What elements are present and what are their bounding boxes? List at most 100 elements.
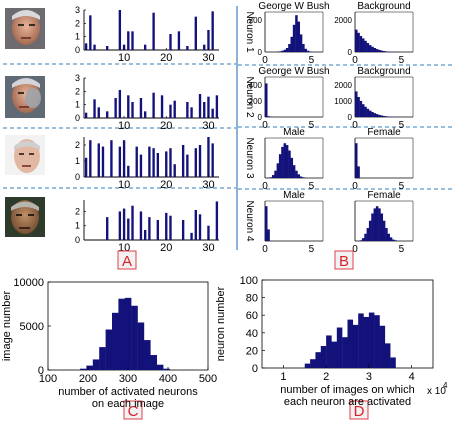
- bar: [127, 31, 130, 50]
- bar: [135, 146, 138, 177]
- x-tick-label: 10: [118, 52, 130, 64]
- y-tick-label: 60: [246, 310, 258, 322]
- bar: [368, 45, 372, 52]
- subplot-title: Female: [367, 127, 401, 138]
- bar: [358, 313, 364, 368]
- bar: [374, 315, 380, 368]
- hist-left: George W Bush 0 200 400 0 5: [249, 66, 330, 131]
- bar: [122, 208, 126, 240]
- x-tick-label: 5: [309, 181, 315, 192]
- bar: [387, 233, 390, 241]
- subplot-title: Female: [367, 190, 401, 201]
- bar: [355, 143, 358, 178]
- bar: [331, 341, 338, 368]
- bar: [382, 115, 386, 117]
- bar: [368, 312, 375, 368]
- x-tick-label: 5: [399, 55, 405, 66]
- y-tick-label: 3: [75, 5, 80, 15]
- bar: [186, 46, 189, 50]
- bar: [207, 96, 210, 118]
- x-tick-label: 10: [118, 120, 130, 132]
- bar: [295, 15, 298, 52]
- bar: [211, 108, 214, 118]
- bar: [165, 212, 168, 240]
- y-tick-label: 1: [75, 100, 80, 110]
- x-tick-label: 5: [399, 181, 405, 192]
- bar: [394, 240, 397, 241]
- x-tick-label: 30: [202, 52, 214, 64]
- face-photo-4: [5, 197, 45, 237]
- bar: [194, 210, 197, 240]
- y-tick-label: 20: [246, 345, 258, 357]
- bar: [267, 116, 270, 117]
- bar: [315, 352, 321, 368]
- bar: [112, 312, 119, 370]
- bar: [148, 217, 151, 240]
- bar: [139, 211, 143, 240]
- bar: [163, 368, 170, 370]
- bar: [326, 335, 332, 368]
- bar: [127, 218, 130, 240]
- bar: [99, 347, 106, 370]
- bar: [131, 205, 134, 240]
- bar: [368, 220, 372, 241]
- y-tick-label: 100: [240, 275, 258, 287]
- x-tick-label: 20: [160, 242, 172, 254]
- bar: [292, 24, 296, 52]
- bar: [368, 110, 372, 117]
- y-tick-label: 0: [75, 45, 80, 55]
- x-tick-label: 1: [280, 371, 286, 383]
- bar: [285, 145, 289, 178]
- x-tick-label: 30: [202, 120, 214, 132]
- y-tick-label: 0: [75, 172, 80, 182]
- neuron-label: Neuron 1: [244, 11, 255, 53]
- bar: [84, 112, 88, 118]
- neuron-label: Neuron 3: [244, 137, 255, 179]
- bar: [181, 145, 185, 177]
- bar: [86, 365, 93, 370]
- bar: [366, 43, 370, 52]
- x-tick-label: 30: [202, 179, 214, 191]
- y-tick-label: 0: [258, 113, 263, 122]
- x-tick-label: 5: [399, 120, 405, 131]
- panel-label-a: A: [117, 250, 137, 270]
- bar: [215, 201, 219, 240]
- bar: [169, 34, 172, 50]
- y-tick-label: 1000: [334, 97, 352, 106]
- bar: [373, 48, 377, 52]
- bar: [361, 104, 365, 117]
- bar: [173, 164, 176, 177]
- bar: [198, 214, 202, 240]
- face-photo-2: [5, 76, 45, 118]
- bar: [373, 208, 377, 241]
- bar: [295, 170, 298, 178]
- bar: [288, 150, 291, 178]
- bar: [89, 15, 92, 51]
- bar: [203, 44, 206, 50]
- x-tick-label: 0: [352, 181, 358, 192]
- bar: [84, 43, 88, 50]
- bar: [80, 368, 87, 370]
- bar: [274, 170, 277, 178]
- bar: [361, 238, 365, 241]
- bar: [297, 174, 300, 178]
- hist-right: Female 0 5: [352, 190, 414, 255]
- bar: [357, 97, 360, 117]
- panel-label-b: B: [334, 250, 354, 270]
- x-tick-label: 10: [118, 179, 130, 191]
- x-multiplier-label: x 10: [427, 386, 446, 397]
- bar: [211, 11, 214, 51]
- bar: [371, 112, 374, 117]
- bar: [118, 10, 122, 50]
- bar: [190, 232, 193, 240]
- bar: [364, 40, 367, 52]
- x-axis-label: number of activated neurons: [58, 386, 198, 398]
- bar: [389, 237, 393, 241]
- bar: [131, 305, 138, 370]
- y-tick-label: 2: [75, 86, 80, 96]
- bar: [198, 145, 202, 177]
- bar: [283, 143, 287, 178]
- bar: [137, 322, 145, 370]
